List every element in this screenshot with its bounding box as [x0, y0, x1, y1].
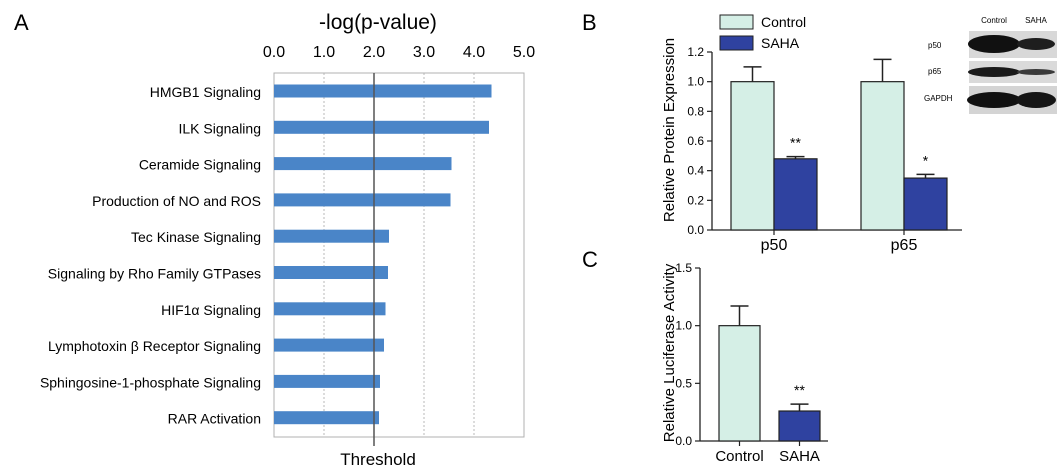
bar	[274, 411, 379, 424]
bar	[861, 82, 904, 230]
bar	[274, 193, 451, 206]
panel-b-ylabel: Relative Protein Expression	[661, 38, 678, 222]
legend-label: Control	[761, 14, 806, 30]
bar	[274, 121, 489, 134]
category-label: RAR Activation	[168, 411, 261, 427]
bar	[274, 266, 388, 279]
blot-band-gapdh-control	[967, 92, 1021, 108]
y-tick-label: 0.4	[687, 164, 704, 178]
panel-b-chart: Relative Protein Expression 0.0 0.2 0.4 0.6…	[661, 14, 962, 254]
bar	[274, 375, 380, 388]
bar	[274, 302, 386, 315]
x-category-label: Control	[715, 448, 763, 465]
category-label: Production of NO and ROS	[92, 193, 261, 209]
blot-row-gapdh: GAPDH	[924, 94, 953, 103]
y-tick-label: 0.6	[687, 134, 704, 148]
panel-c-letter: C	[582, 247, 598, 272]
panel-b-letter: B	[582, 10, 597, 35]
panel-a-letter: A	[14, 10, 29, 35]
y-tick-label: 1.2	[687, 45, 704, 59]
x-category-label: SAHA	[779, 448, 820, 465]
x-tick-label: 3.0	[413, 44, 435, 61]
bar	[731, 82, 774, 230]
category-label: Lymphotoxin β Receptor Signaling	[48, 338, 261, 354]
blot-column-saha: SAHA	[1025, 16, 1047, 25]
y-tick-label: 0.0	[675, 434, 692, 448]
bar	[274, 339, 384, 352]
significance-label: **	[794, 382, 805, 398]
y-tick-label: 0.8	[687, 104, 704, 118]
bar	[779, 411, 820, 441]
blot-column-control: Control	[981, 16, 1007, 25]
blot-band-p50-control	[968, 35, 1020, 53]
category-label: Sphingosine-1-phosphate Signaling	[40, 374, 261, 390]
bar	[274, 85, 492, 98]
y-tick-label: 1.5	[675, 261, 692, 275]
legend-swatch	[720, 36, 753, 50]
category-label: Signaling by Rho Family GTPases	[48, 266, 261, 282]
category-label: HMGB1 Signaling	[150, 84, 261, 100]
panel-c-chart: Relative Luciferase Activity 0.0 0.5 1.0 1.…	[661, 261, 828, 465]
bar	[904, 178, 947, 230]
panel-c-ylabel: Relative Luciferase Activity	[661, 263, 678, 442]
legend-swatch	[720, 15, 753, 29]
significance-label: **	[790, 135, 801, 151]
threshold-label: Threshold	[340, 450, 416, 465]
western-blot-inset: Control SAHA p50 p65 GAPDH	[924, 16, 1057, 114]
y-tick-label: 0.0	[687, 223, 704, 237]
panel-a-chart: -log(p-value) Threshold 0.0 1.0 2.0 3.0 4.0 5…	[40, 11, 535, 465]
y-tick-label: 0.5	[675, 376, 692, 390]
category-label: Tec Kinase Signaling	[131, 229, 261, 245]
x-tick-label: 5.0	[513, 44, 535, 61]
bar	[274, 230, 389, 243]
x-tick-label: 1.0	[313, 44, 335, 61]
significance-label: *	[923, 152, 929, 168]
y-tick-label: 1.0	[675, 319, 692, 333]
blot-band-p65-control	[968, 67, 1020, 77]
category-label: ILK Signaling	[178, 120, 261, 136]
x-category-label: p65	[891, 237, 918, 254]
panel-a-axis-title: -log(p-value)	[319, 11, 437, 34]
category-label: Ceramide Signaling	[139, 157, 261, 173]
category-label: HIF1α Signaling	[161, 302, 261, 318]
y-tick-label: 1.0	[687, 75, 704, 89]
legend-label: SAHA	[761, 35, 800, 51]
blot-row-p50: p50	[928, 41, 942, 50]
bar	[774, 159, 817, 230]
bar	[274, 157, 452, 170]
y-tick-label: 0.2	[687, 193, 704, 207]
blot-band-p65-saha	[1017, 69, 1055, 75]
x-category-label: p50	[761, 237, 788, 254]
blot-row-p65: p65	[928, 67, 942, 76]
bar	[719, 326, 760, 441]
x-tick-label: 0.0	[263, 44, 285, 61]
x-tick-label: 2.0	[363, 44, 385, 61]
blot-band-gapdh-saha	[1016, 92, 1056, 108]
x-tick-label: 4.0	[463, 44, 485, 61]
blot-band-p50-saha	[1017, 38, 1055, 50]
